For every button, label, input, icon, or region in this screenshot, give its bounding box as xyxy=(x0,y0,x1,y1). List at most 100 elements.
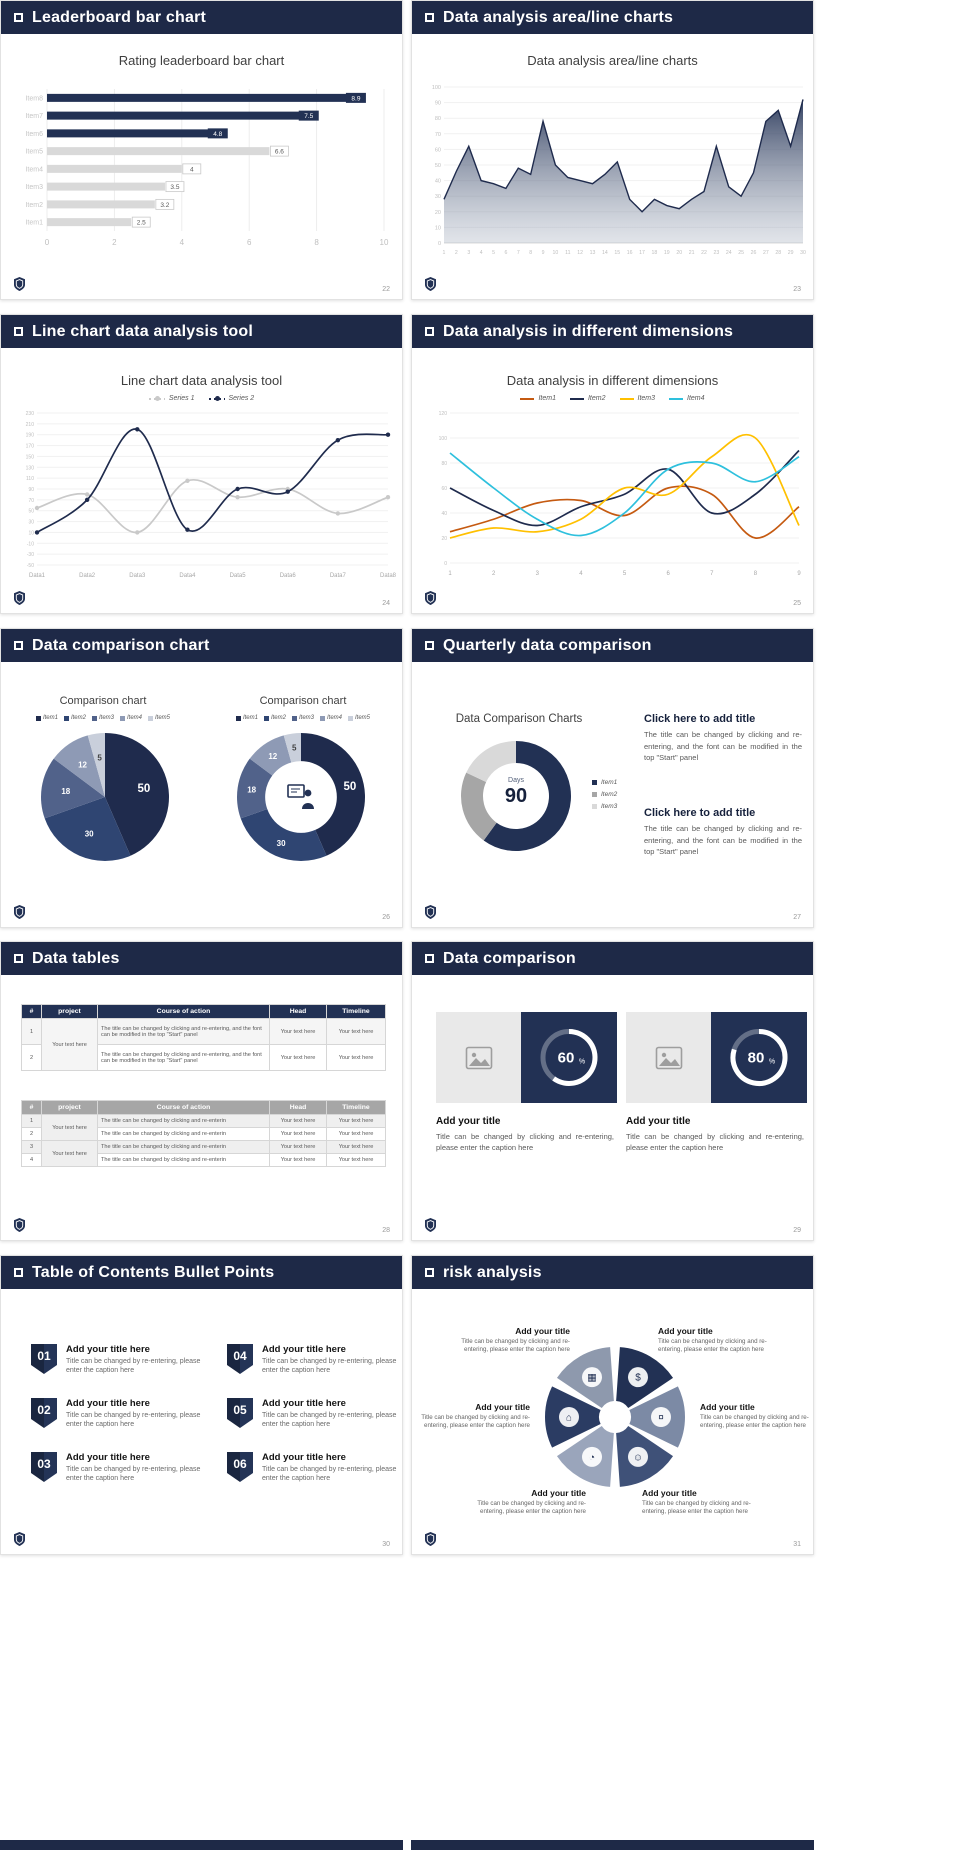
square-bullet-icon xyxy=(425,13,434,22)
risk-block-bottom-left: Add your title Title can be changed by c… xyxy=(468,1488,586,1517)
donut-legend: Item1 Item2 Item3 xyxy=(592,779,617,810)
card2-caption: Title can be changed by clicking and re-… xyxy=(626,1132,804,1153)
svg-text:20: 20 xyxy=(441,536,447,542)
svg-text:10: 10 xyxy=(553,250,559,256)
svg-text:Item1: Item1 xyxy=(25,220,43,227)
crest-logo-icon xyxy=(425,1532,436,1546)
svg-text:12: 12 xyxy=(268,752,277,761)
slide-area-line-charts[interactable]: Data analysis area/line charts Data anal… xyxy=(411,0,814,300)
donut-chart-title: Comparison chart xyxy=(259,695,347,707)
svg-text:-30: -30 xyxy=(27,552,34,558)
crest-logo-icon xyxy=(425,1218,436,1232)
col-header: project xyxy=(41,1004,98,1019)
svg-text:Item6: Item6 xyxy=(25,131,43,138)
page-number: 24 xyxy=(382,600,390,607)
item5-swatch xyxy=(148,715,154,721)
legend-label: Item4 xyxy=(687,395,705,402)
square-bullet-icon xyxy=(14,954,23,963)
legend-item3: Item3 xyxy=(619,395,655,402)
svg-text:Data1: Data1 xyxy=(29,573,46,579)
toc-item-03[interactable]: 03 Add your title here Title can be chang… xyxy=(31,1452,201,1484)
toc-item-title: Add your title here xyxy=(262,1344,346,1355)
toc-item-title: Add your title here xyxy=(262,1398,346,1409)
svg-text:80: 80 xyxy=(441,461,447,467)
svg-text:70: 70 xyxy=(435,132,441,138)
toc-item-05[interactable]: 05 Add your title here Title can be chang… xyxy=(227,1398,397,1430)
svg-text:Item4: Item4 xyxy=(25,166,43,173)
square-bullet-icon xyxy=(14,13,23,22)
svg-text:21: 21 xyxy=(689,250,695,256)
item4-marker xyxy=(669,397,684,400)
svg-text:%: % xyxy=(769,1059,775,1066)
svg-text:10: 10 xyxy=(380,238,389,247)
project-cell: Your text here xyxy=(41,1140,98,1167)
legend-item1: Item1 xyxy=(520,395,556,402)
slide-quarterly-comparison[interactable]: Quarterly data comparison Data Compariso… xyxy=(411,628,814,928)
legend-label: Item2 xyxy=(601,791,618,798)
table-row: 3 Your text here The title can be change… xyxy=(21,1140,386,1167)
svg-text:70: 70 xyxy=(28,498,34,504)
page-number: 26 xyxy=(382,914,390,921)
svg-text:30: 30 xyxy=(800,250,806,256)
slide-header-title: Data analysis area/line charts xyxy=(443,8,674,26)
svg-text:-10: -10 xyxy=(27,541,34,547)
svg-text:23: 23 xyxy=(713,250,719,256)
toc-item-04[interactable]: 04 Add your title here Title can be chang… xyxy=(227,1344,397,1376)
slide-leaderboard-bar-chart[interactable]: Leaderboard bar chart Rating leaderboard… xyxy=(0,0,403,300)
svg-text:Data6: Data6 xyxy=(280,573,297,579)
svg-text:25: 25 xyxy=(738,250,744,256)
svg-text:60: 60 xyxy=(558,1050,575,1067)
slide-data-comparison-cards[interactable]: Data comparison 60% 80% Add your title T… xyxy=(411,941,814,1241)
slide-header-title: Data comparison xyxy=(443,949,576,967)
pie-chart-title: Comparison chart xyxy=(59,695,147,707)
svg-text:90: 90 xyxy=(28,487,34,493)
slide-data-comparison-chart[interactable]: Data comparison chart Comparison chart C… xyxy=(0,628,403,928)
risk-title: Add your title xyxy=(515,1326,570,1336)
item2-marker xyxy=(569,397,584,400)
timeline-cell: Your text here xyxy=(326,1018,386,1045)
slide-header-bar: Table of Contents Bullet Points xyxy=(1,1256,402,1289)
svg-text:4: 4 xyxy=(480,250,483,256)
svg-text:19: 19 xyxy=(664,250,670,256)
progress-ring-60: 60% xyxy=(521,1012,617,1103)
row-number: 1 xyxy=(21,1018,42,1045)
svg-text:120: 120 xyxy=(439,411,448,417)
col-header: Head xyxy=(269,1004,327,1019)
row-number: 2 xyxy=(21,1127,42,1141)
toc-item-02[interactable]: 02 Add your title here Title can be chang… xyxy=(31,1398,201,1430)
progress-ring-80: 80% xyxy=(711,1012,807,1103)
item3-swatch xyxy=(592,804,597,809)
head-cell: Your text here xyxy=(269,1127,327,1141)
slide-line-chart-tool[interactable]: Line chart data analysis tool Line chart… xyxy=(0,314,403,614)
slide-data-tables[interactable]: Data tables # project Course of action H… xyxy=(0,941,403,1241)
block2-heading: Click here to add title xyxy=(644,807,756,819)
risk-block-mid-right: Add your title Title can be changed by c… xyxy=(700,1402,812,1431)
slide-dimensions-line-chart[interactable]: Data analysis in different dimensions Da… xyxy=(411,314,814,614)
project-cell: Your text here xyxy=(41,1114,98,1141)
toc-item-06[interactable]: 06 Add your title here Title can be chang… xyxy=(227,1452,397,1484)
item3-swatch xyxy=(91,715,97,721)
toc-number-badge: 05 xyxy=(227,1398,253,1428)
svg-text:0: 0 xyxy=(444,561,447,567)
svg-text:30: 30 xyxy=(435,194,441,200)
slide-risk-analysis[interactable]: risk analysis $ ¤ ☺ ◔ ⌂ ▦ Add your title Titl… xyxy=(411,1255,814,1555)
chart-title: Data analysis area/line charts xyxy=(527,53,698,68)
legend-label: Series 2 xyxy=(228,395,255,402)
slide-header-bar: Leaderboard bar chart xyxy=(1,1,402,34)
toc-number-badge: 04 xyxy=(227,1344,253,1374)
head-cell: Your text here xyxy=(269,1140,327,1154)
toc-number-badge: 06 xyxy=(227,1452,253,1482)
slide-toc-bullet-points[interactable]: Table of Contents Bullet Points 01 Add y… xyxy=(0,1255,403,1555)
svg-text:4: 4 xyxy=(180,238,185,247)
svg-text:0: 0 xyxy=(438,241,441,247)
risk-caption: Title can be changed by clicking and re-… xyxy=(461,1338,570,1354)
col-header: Course of action xyxy=(97,1004,270,1019)
item2-swatch xyxy=(592,792,597,797)
slide-header-title: Data comparison chart xyxy=(32,636,210,654)
col-header: # xyxy=(21,1004,42,1019)
toc-item-01[interactable]: 01 Add your title here Title can be chang… xyxy=(31,1344,201,1376)
timeline-cell: Your text here xyxy=(326,1140,386,1154)
svg-text:26: 26 xyxy=(751,250,757,256)
svg-text:210: 210 xyxy=(26,422,35,428)
svg-text:8: 8 xyxy=(754,571,758,577)
